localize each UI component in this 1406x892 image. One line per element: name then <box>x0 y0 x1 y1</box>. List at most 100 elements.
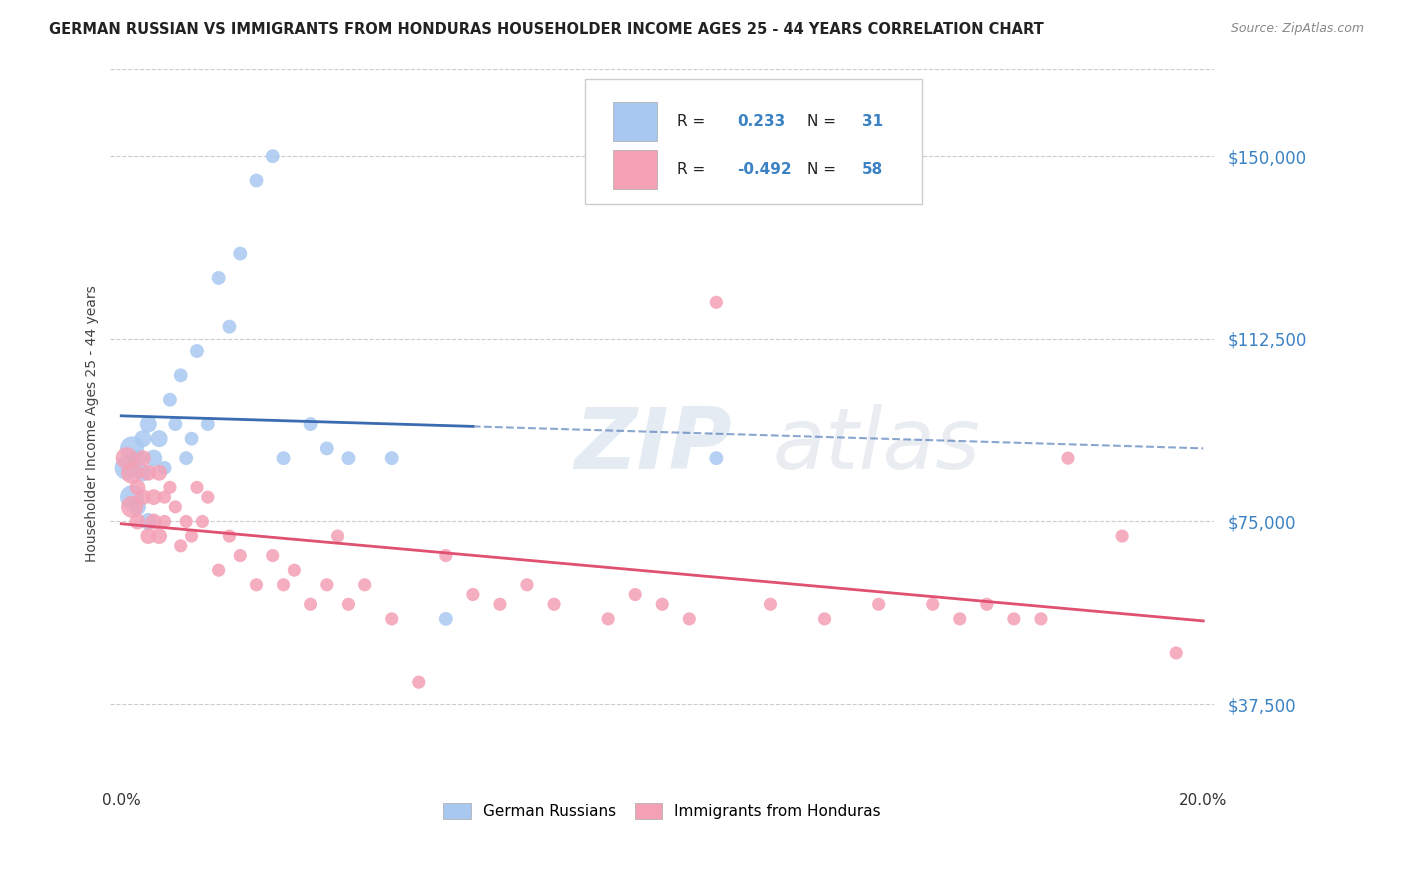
Text: ZIP: ZIP <box>574 404 731 487</box>
Point <box>165 500 187 514</box>
Point <box>704 451 727 466</box>
Point <box>299 597 322 611</box>
Point <box>174 451 197 466</box>
Y-axis label: Householder Income Ages 25 - 44 years: Householder Income Ages 25 - 44 years <box>86 285 100 563</box>
Point <box>218 529 240 543</box>
Point <box>381 612 404 626</box>
Point <box>159 480 181 494</box>
Point <box>1002 612 1025 626</box>
Point <box>516 578 538 592</box>
Point <box>434 549 457 563</box>
Text: 0.233: 0.233 <box>737 114 786 129</box>
Point <box>273 578 295 592</box>
Point <box>976 597 998 611</box>
Text: 58: 58 <box>862 162 883 177</box>
Point <box>868 597 890 611</box>
FancyBboxPatch shape <box>613 103 657 142</box>
Text: Source: ZipAtlas.com: Source: ZipAtlas.com <box>1230 22 1364 36</box>
Point <box>132 490 155 504</box>
Text: N =: N = <box>807 162 841 177</box>
Point <box>229 246 252 260</box>
Point <box>186 480 208 494</box>
Point <box>543 597 565 611</box>
Point <box>1166 646 1188 660</box>
Point <box>1029 612 1052 626</box>
Point <box>678 612 700 626</box>
Point <box>142 515 165 529</box>
Point <box>381 451 404 466</box>
Point <box>245 578 267 592</box>
Text: N =: N = <box>807 114 841 129</box>
Point <box>115 451 138 466</box>
Point <box>142 490 165 504</box>
Point <box>121 500 143 514</box>
FancyBboxPatch shape <box>585 79 921 203</box>
Point <box>180 529 202 543</box>
Point <box>489 597 512 611</box>
Point <box>337 451 360 466</box>
FancyBboxPatch shape <box>613 150 657 189</box>
Point <box>245 173 267 187</box>
Point <box>136 466 159 480</box>
Point <box>127 515 149 529</box>
Point <box>1057 451 1080 466</box>
Point <box>759 597 782 611</box>
Text: atlas: atlas <box>773 404 980 487</box>
Point <box>127 451 149 466</box>
Point <box>949 612 972 626</box>
Point <box>624 588 647 602</box>
Point <box>121 466 143 480</box>
Point <box>337 597 360 611</box>
Point <box>132 451 155 466</box>
Text: GERMAN RUSSIAN VS IMMIGRANTS FROM HONDURAS HOUSEHOLDER INCOME AGES 25 - 44 YEARS: GERMAN RUSSIAN VS IMMIGRANTS FROM HONDUR… <box>49 22 1045 37</box>
Point <box>136 515 159 529</box>
Point <box>115 461 138 475</box>
Point <box>283 563 305 577</box>
Point <box>121 442 143 456</box>
Point <box>142 451 165 466</box>
Point <box>315 442 337 456</box>
Point <box>159 392 181 407</box>
Point <box>813 612 835 626</box>
Point <box>434 612 457 626</box>
Point <box>136 529 159 543</box>
Point <box>165 417 187 431</box>
Point <box>353 578 375 592</box>
Point <box>148 466 170 480</box>
Point <box>299 417 322 431</box>
Text: 31: 31 <box>862 114 883 129</box>
Point <box>273 451 295 466</box>
Point <box>461 588 484 602</box>
Point <box>262 149 284 163</box>
Text: -0.492: -0.492 <box>737 162 792 177</box>
Point <box>197 417 219 431</box>
Point <box>170 539 193 553</box>
Point <box>127 500 149 514</box>
Point <box>170 368 193 383</box>
Point <box>148 529 170 543</box>
Point <box>132 432 155 446</box>
Point <box>127 480 149 494</box>
Point <box>921 597 943 611</box>
Point <box>180 432 202 446</box>
Point <box>598 612 620 626</box>
Point <box>121 490 143 504</box>
Point <box>136 417 159 431</box>
Point <box>326 529 349 543</box>
Point <box>315 578 337 592</box>
Point <box>153 490 176 504</box>
Point <box>174 515 197 529</box>
Point <box>229 549 252 563</box>
Point <box>262 549 284 563</box>
Point <box>651 597 673 611</box>
Point <box>191 515 214 529</box>
Point <box>132 466 155 480</box>
Point <box>148 432 170 446</box>
Point <box>207 563 229 577</box>
Point <box>1111 529 1133 543</box>
Point <box>408 675 430 690</box>
Point <box>197 490 219 504</box>
Point <box>218 319 240 334</box>
Point <box>207 271 229 285</box>
Point <box>704 295 727 310</box>
